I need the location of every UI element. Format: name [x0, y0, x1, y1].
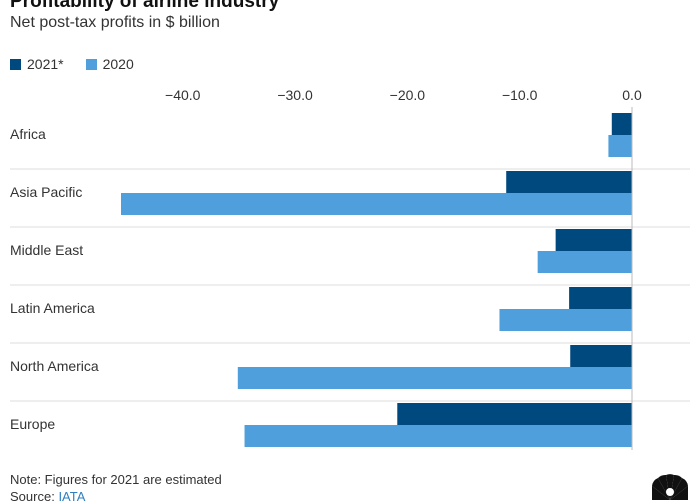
bar-2020: [237, 367, 633, 389]
bar-2021: [611, 113, 632, 135]
x-tick-label: −10.0: [502, 87, 538, 103]
bar-2020: [537, 251, 632, 273]
legend-label-2020: 2020: [102, 56, 134, 72]
x-tick-label: −30.0: [277, 87, 313, 103]
chart-subtitle: Net post-tax profits in $ billion: [10, 14, 220, 31]
bar-2020: [608, 135, 632, 157]
peacock-logo-icon: [652, 474, 688, 500]
bar-2021: [570, 345, 632, 367]
bar-2021: [506, 171, 632, 193]
x-tick-label: −20.0: [390, 87, 426, 103]
legend-entry-2020: 2020: [85, 56, 134, 72]
legend-swatch-2020: [85, 58, 97, 70]
category-label: Africa: [10, 126, 46, 142]
category-label: Europe: [10, 416, 55, 432]
x-tick-label: −40.0: [165, 87, 201, 103]
bar-2021: [569, 287, 632, 309]
bar-2020: [244, 425, 633, 447]
legend-label-2021: 2021*: [27, 56, 64, 72]
source-link[interactable]: IATA: [58, 489, 86, 504]
bar-2021: [397, 403, 632, 425]
bar-2020: [499, 309, 632, 331]
chart-title: Profitability of airline industry: [10, 0, 280, 12]
source-label: Source:: [10, 489, 55, 504]
legend-swatch-2021: [10, 58, 21, 70]
category-label: Middle East: [10, 242, 83, 258]
x-tick-label: 0.0: [622, 87, 642, 103]
legend-entry-2021: 2021*: [10, 56, 64, 72]
category-label: Asia Pacific: [10, 184, 82, 200]
footnote: Note: Figures for 2021 are estimated: [10, 472, 222, 487]
category-label: Latin America: [10, 300, 95, 316]
source-line: Source: IATA: [10, 489, 85, 504]
bar-chart: −40.0 −30.0 −20.0 −10.0 0.0 Africa Asia Pacifi…: [10, 87, 690, 450]
category-label: North America: [10, 358, 99, 374]
legend: 2021* 2020: [10, 56, 134, 72]
bar-2021: [555, 229, 632, 251]
bar-2020: [121, 193, 632, 215]
